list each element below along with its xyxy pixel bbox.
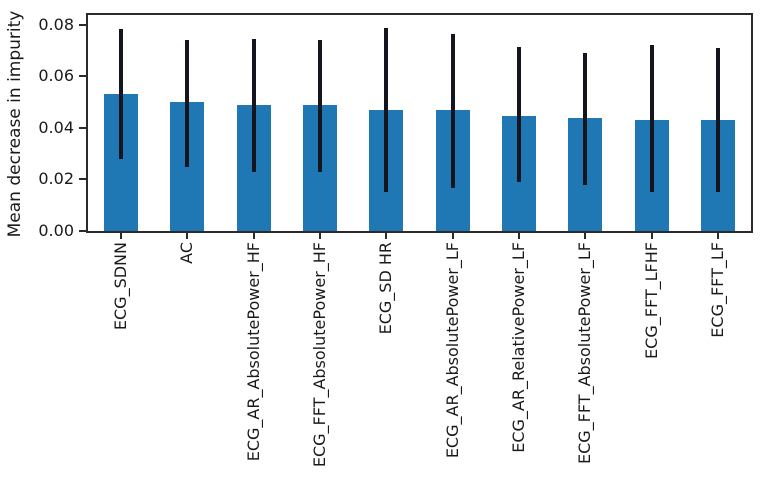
x-tick-label: ECG_AR_AbsolutePower_HF xyxy=(243,242,263,462)
y-tick xyxy=(79,230,86,232)
y-tick-label: 0.04 xyxy=(38,117,74,137)
plot-area xyxy=(86,13,753,233)
x-tick xyxy=(385,233,388,239)
error-bar xyxy=(583,53,588,185)
error-bar xyxy=(185,40,190,167)
x-tick xyxy=(650,233,653,239)
x-tick xyxy=(451,233,454,239)
error-bar xyxy=(450,33,455,189)
y-tick-label: 0.02 xyxy=(38,169,74,189)
error-bar xyxy=(318,40,323,172)
x-tick-label: ECG_SDNN xyxy=(111,242,131,331)
y-tick xyxy=(79,75,86,78)
error-bar xyxy=(251,38,256,172)
x-tick xyxy=(584,233,587,239)
error-bar xyxy=(516,46,521,183)
x-tick-label: AC xyxy=(177,242,197,264)
x-tick-label-anchor: ECG_FFT_LF xyxy=(708,241,762,338)
x-tick-label: ECG_FFT_AbsolutePower_HF xyxy=(310,242,330,468)
y-tick xyxy=(79,178,86,181)
x-tick-label-anchor: AC xyxy=(177,241,200,264)
x-tick xyxy=(319,233,322,239)
x-tick-label: ECG_FFT_AbsolutePower_LF xyxy=(575,242,595,464)
y-tick xyxy=(79,23,86,26)
x-tick xyxy=(252,233,255,239)
x-tick-label: ECG_FFT_LF xyxy=(707,242,727,338)
x-tick-label: ECG_SD HR xyxy=(376,242,396,335)
x-tick xyxy=(716,233,719,239)
x-tick-label: ECG_AR_RelativePower_LF xyxy=(508,242,528,453)
x-tick xyxy=(517,233,520,239)
y-tick xyxy=(79,126,86,129)
error-bar xyxy=(649,45,654,193)
y-tick-label: 0.08 xyxy=(38,14,74,34)
x-tick xyxy=(186,233,189,239)
x-tick xyxy=(120,233,123,239)
error-bar xyxy=(715,47,720,193)
x-tick-label: ECG_FFT_LFHF xyxy=(641,242,661,359)
y-tick-label: 0.06 xyxy=(38,66,74,86)
error-bar xyxy=(119,28,124,159)
error-bar xyxy=(384,28,389,193)
x-tick-label: ECG_AR_AbsolutePower_LF xyxy=(442,242,462,459)
y-tick-label: 0.00 xyxy=(38,221,74,240)
